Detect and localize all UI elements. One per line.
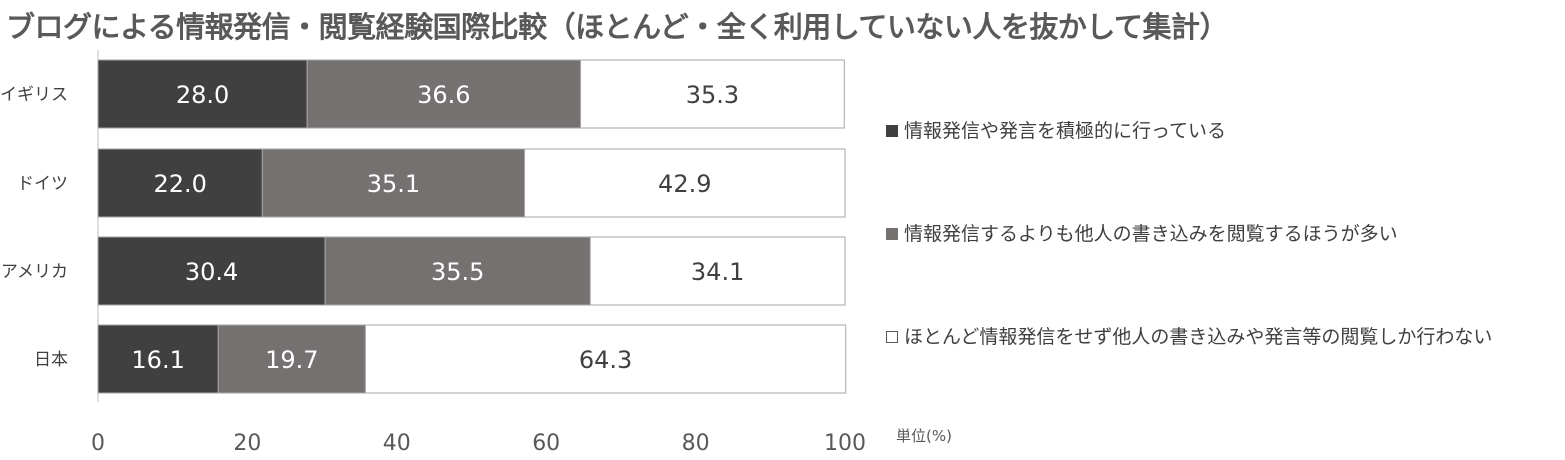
legend-item: 情報発信するよりも他人の書き込みを閲覧するほうが多い: [886, 219, 1561, 249]
bar-segment: [589, 236, 846, 306]
data-label: 30.4: [185, 258, 238, 286]
data-label: 36.6: [417, 81, 470, 109]
x-tick-label: 80: [682, 431, 710, 456]
legend-item: ほとんど情報発信をせず他人の書き込みや発言等の閲覧しか行わない: [886, 322, 1561, 352]
bar-segment: [97, 324, 219, 394]
bar-segment: [97, 236, 326, 306]
bar-segment: [580, 59, 845, 129]
x-tick-label: 40: [383, 431, 411, 456]
data-label: 22.0: [153, 170, 206, 198]
data-label: 19.7: [265, 346, 318, 374]
legend-label: 情報発信するよりも他人の書き込みを閲覧するほうが多い: [904, 223, 1398, 245]
chart-title: ブログによる情報発信・閲覧経験国際比較（ほとんど・全く利用していない人を抜かして…: [6, 10, 1229, 44]
category-label: イギリス: [0, 85, 68, 105]
bar-segment: [97, 148, 263, 218]
unit-label: 単位(%): [896, 427, 952, 445]
bar-segment: [217, 324, 366, 394]
data-label: 35.5: [431, 258, 484, 286]
bar-segment: [524, 148, 846, 218]
data-label: 35.1: [367, 170, 420, 198]
data-label: 64.3: [579, 346, 632, 374]
legend-label: ほとんど情報発信をせず他人の書き込みや発言等の閲覧しか行わない: [904, 326, 1493, 348]
category-label: アメリカ: [1, 262, 68, 282]
x-tick-label: 60: [532, 431, 560, 456]
legend-swatch: [886, 228, 898, 240]
legend-swatch: [886, 331, 898, 343]
data-label: 34.1: [691, 258, 744, 286]
x-tick-label: 100: [824, 431, 866, 456]
data-label: 28.0: [176, 81, 229, 109]
legend-swatch: [886, 125, 898, 137]
data-label: 16.1: [131, 346, 184, 374]
stacked-bar-chart: イギリス 28.0 36.6 35.3 ドイツ 22.0 35.1 42.9 アメリカ 30.4 3…: [0, 50, 866, 456]
data-label: 35.3: [686, 81, 739, 109]
bar-segment: [97, 59, 308, 129]
category-label: ドイツ: [17, 174, 68, 194]
legend-item: 情報発信や発言を積極的に行っている: [886, 116, 1561, 146]
legend-label: 情報発信や発言を積極的に行っている: [904, 120, 1227, 142]
category-label: 日本: [34, 350, 68, 370]
bar-segment: [261, 148, 526, 218]
bar-segment: [306, 59, 582, 129]
data-label: 42.9: [658, 170, 711, 198]
x-tick-label: 20: [233, 431, 261, 456]
x-tick-label: 0: [91, 431, 105, 456]
bar-segment: [364, 324, 847, 394]
